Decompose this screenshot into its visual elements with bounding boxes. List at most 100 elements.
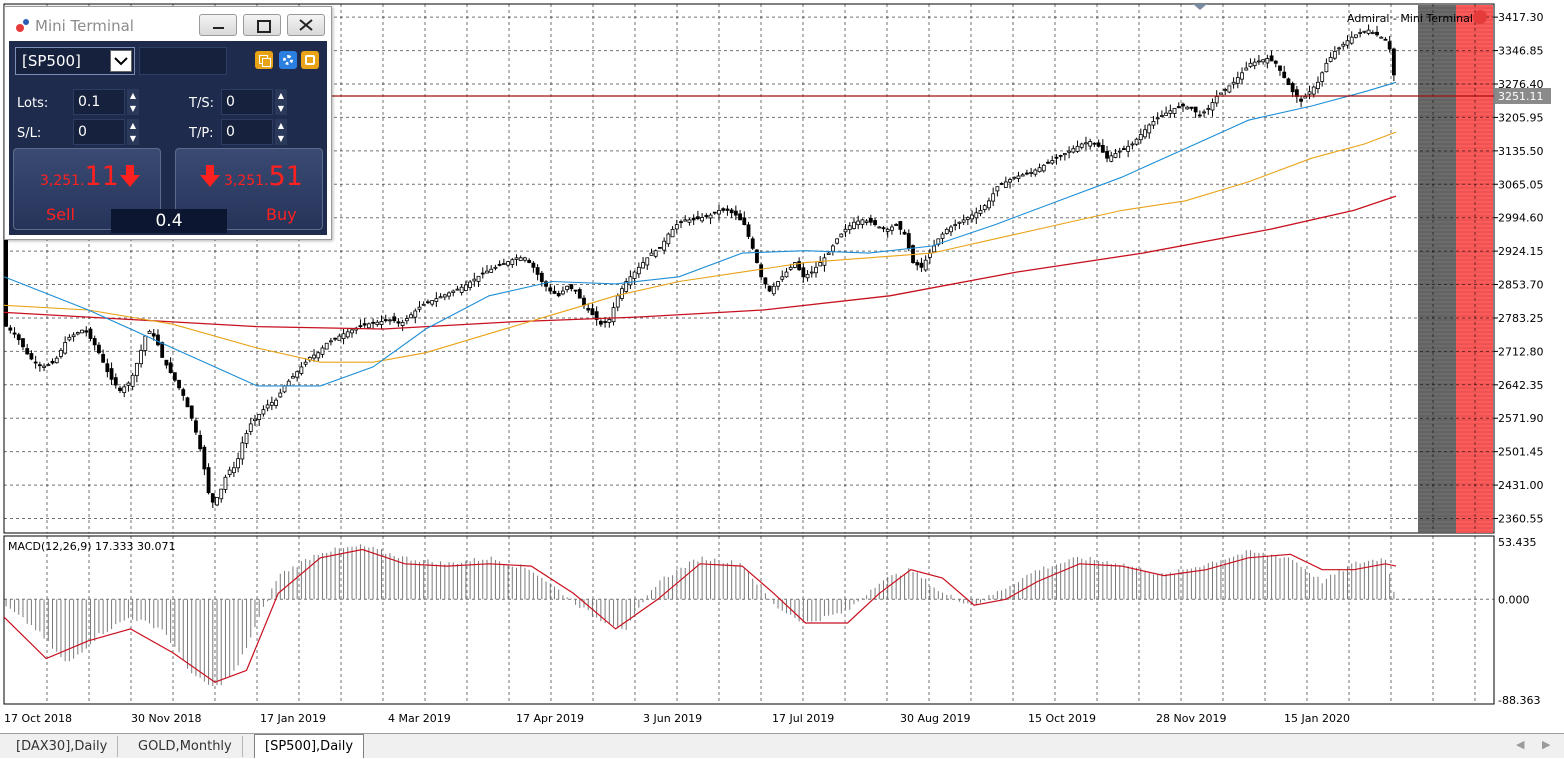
candle-body [1257, 60, 1261, 63]
stop-loss-input[interactable]: 0 [73, 119, 125, 145]
maximize-button[interactable] [243, 14, 281, 36]
buy-price: 3,251.51 [224, 161, 303, 192]
candle-body [139, 349, 143, 365]
trailing-stop-input[interactable]: 0 [221, 89, 273, 115]
candle-body [885, 228, 890, 232]
candle-body [261, 409, 266, 415]
candle-body [215, 497, 219, 506]
candle-body [607, 319, 612, 323]
candle-body [113, 377, 118, 386]
scroll-right-icon[interactable]: ▶ [1542, 738, 1551, 751]
lots-input[interactable]: 0.1 [73, 89, 125, 115]
candle-body [949, 226, 953, 233]
tab-gold-monthly[interactable]: GOLD,Monthly [128, 736, 243, 757]
lots-label: Lots: [17, 96, 49, 111]
candle-body [539, 272, 544, 282]
candle-body [1248, 62, 1253, 67]
candle-body [535, 267, 540, 275]
date-tick-label: 4 Mar 2019 [388, 712, 451, 725]
candle-body [299, 366, 304, 374]
mini-terminal-window[interactable]: Mini Terminal [SP500] [4, 6, 332, 240]
candle-body [379, 321, 384, 325]
take-profit-stepper[interactable]: ▲ ▼ [275, 119, 287, 145]
candle-body [1003, 181, 1008, 188]
candle-body [404, 318, 409, 322]
candle-body [194, 420, 198, 433]
date-tick-label: 3 Jun 2019 [643, 712, 703, 725]
candle-body [1219, 92, 1223, 95]
candle-body [978, 209, 983, 214]
candle-body [274, 399, 278, 406]
candle-body [700, 217, 705, 222]
candle-body [843, 228, 848, 233]
candle-body [1227, 85, 1232, 93]
candle-body [375, 321, 380, 325]
candle-body [965, 217, 970, 220]
candle-body [413, 310, 418, 318]
candle-body [970, 214, 974, 220]
candle-body [1349, 36, 1354, 44]
candle-body [1278, 65, 1282, 71]
candle-body [459, 286, 464, 293]
candle-body [1117, 150, 1122, 153]
candle-body [1012, 176, 1017, 179]
candle-body [658, 246, 662, 249]
tab-sp500-daily[interactable]: [SP500],Daily [254, 734, 365, 758]
copy-icon[interactable] [255, 51, 273, 69]
candle-body [636, 266, 641, 275]
tab-dax30-daily[interactable]: [DAX30],Daily [6, 736, 119, 757]
candle-body [383, 319, 388, 322]
expand-icon[interactable] [301, 51, 319, 69]
candle-body [1290, 83, 1295, 93]
macd-indicator[interactable]: 53.435 0.000 -88.363 MACD(12,26,9) 17.333 3… [0, 534, 1564, 706]
take-profit-input[interactable]: 0 [221, 119, 273, 145]
minimize-icon [213, 27, 224, 29]
macd-plot-frame [3, 535, 1495, 705]
candle-body [788, 266, 793, 270]
symbol-dropdown-button[interactable] [110, 50, 132, 72]
buy-label: Buy [266, 205, 297, 224]
candle-body [1109, 155, 1114, 162]
candle-body [1299, 98, 1303, 102]
candle-body [1328, 56, 1333, 62]
candle-body [649, 252, 654, 256]
candle-body [1155, 117, 1160, 120]
spread-value: 0.4 [111, 209, 227, 233]
candle-body [1143, 129, 1147, 138]
y-tick-label: 3417.30 [1498, 11, 1544, 24]
chart-window[interactable]: 3417.30 3346.85 3276.40 3205.95 3135.50 3065.… [0, 0, 1564, 733]
candle-body [455, 288, 460, 291]
mini-terminal-titlebar[interactable]: Mini Terminal [5, 7, 331, 41]
candle-body [1105, 151, 1109, 159]
candle-body [940, 233, 945, 239]
y-tick-label: 3205.95 [1498, 111, 1544, 124]
candle-body [1358, 32, 1363, 34]
macd-tick-label: -88.363 [1498, 694, 1540, 706]
scroll-left-icon[interactable]: ◀ [1516, 738, 1525, 751]
minimize-button[interactable] [199, 14, 237, 36]
date-tick-label: 17 Apr 2019 [516, 712, 585, 725]
macd-tick-label: 0.000 [1498, 593, 1530, 606]
mini-terminal-brand-label: Admiral - Mini Terminal [1347, 12, 1473, 25]
stop-loss-stepper[interactable]: ▲ ▼ [127, 119, 139, 145]
date-tick-label: 15 Oct 2019 [1028, 712, 1097, 725]
candle-body [548, 287, 553, 292]
candle-body [1025, 172, 1029, 175]
candle-body [1244, 67, 1249, 71]
candle-body [759, 264, 764, 278]
lots-stepper[interactable]: ▲ ▼ [127, 89, 139, 115]
candle-body [809, 271, 814, 274]
settings-gear-icon[interactable] [279, 51, 297, 69]
symbol-select[interactable]: [SP500] [15, 47, 135, 75]
candle-body [25, 348, 30, 355]
close-button[interactable] [287, 14, 325, 36]
candle-body [712, 211, 717, 214]
candle-body [695, 216, 700, 220]
trailing-stop-stepper[interactable]: ▲ ▼ [275, 89, 287, 115]
candle-body [1096, 142, 1101, 147]
y-tick-label: 2501.45 [1498, 446, 1544, 459]
candle-body [8, 327, 13, 331]
candle-body [1122, 148, 1126, 150]
candle-body [451, 290, 456, 293]
candle-body [721, 208, 726, 211]
